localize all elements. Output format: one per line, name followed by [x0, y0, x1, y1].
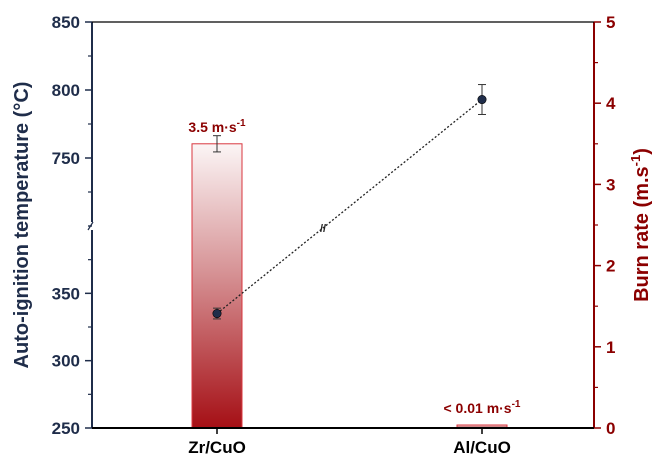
x-tick-label: Zr/CuO: [188, 438, 246, 455]
right-tick-label: 1: [606, 338, 615, 357]
left-tick-label: 850: [52, 13, 80, 32]
right-tick-label: 5: [606, 13, 615, 32]
data-label-text: < 0.01 m·s: [443, 400, 511, 416]
left-tick-label: 750: [52, 149, 80, 168]
left-tick-label: 800: [52, 81, 80, 100]
right-tick-label: 0: [606, 419, 615, 438]
right-axis-title-superscript: -1: [628, 155, 643, 167]
right-tick-label: 2: [606, 257, 615, 276]
line-break-symbol: //: [320, 223, 326, 235]
data-label-superscript: -1: [512, 399, 521, 410]
left-axis-title: Auto-ignition temperature (°C): [11, 82, 33, 369]
data-label-text: 3.5 m·s: [188, 119, 236, 135]
left-tick-label: 300: [52, 352, 80, 371]
right-axis-title-text: Burn rate (m.s: [631, 166, 653, 302]
bar-zr-cuo: [191, 143, 243, 429]
right-axis-title-close: ): [631, 148, 653, 155]
left-tick-label: 250: [52, 419, 80, 438]
data-label: 3.5 m·s-1: [188, 118, 246, 135]
right-tick-label: 4: [606, 94, 616, 113]
right-axis-title: Burn rate (m.s-1): [628, 148, 653, 302]
data-point-al-cuo: [477, 95, 487, 105]
data-label-superscript: -1: [237, 118, 246, 129]
right-tick-label: 3: [606, 175, 615, 194]
series-line: [216, 99, 483, 315]
data-point-zr-cuo: [212, 309, 222, 319]
left-tick-label: 350: [52, 284, 80, 303]
x-tick-label: Al/CuO: [453, 438, 511, 455]
data-label: < 0.01 m·s-1: [443, 399, 520, 416]
